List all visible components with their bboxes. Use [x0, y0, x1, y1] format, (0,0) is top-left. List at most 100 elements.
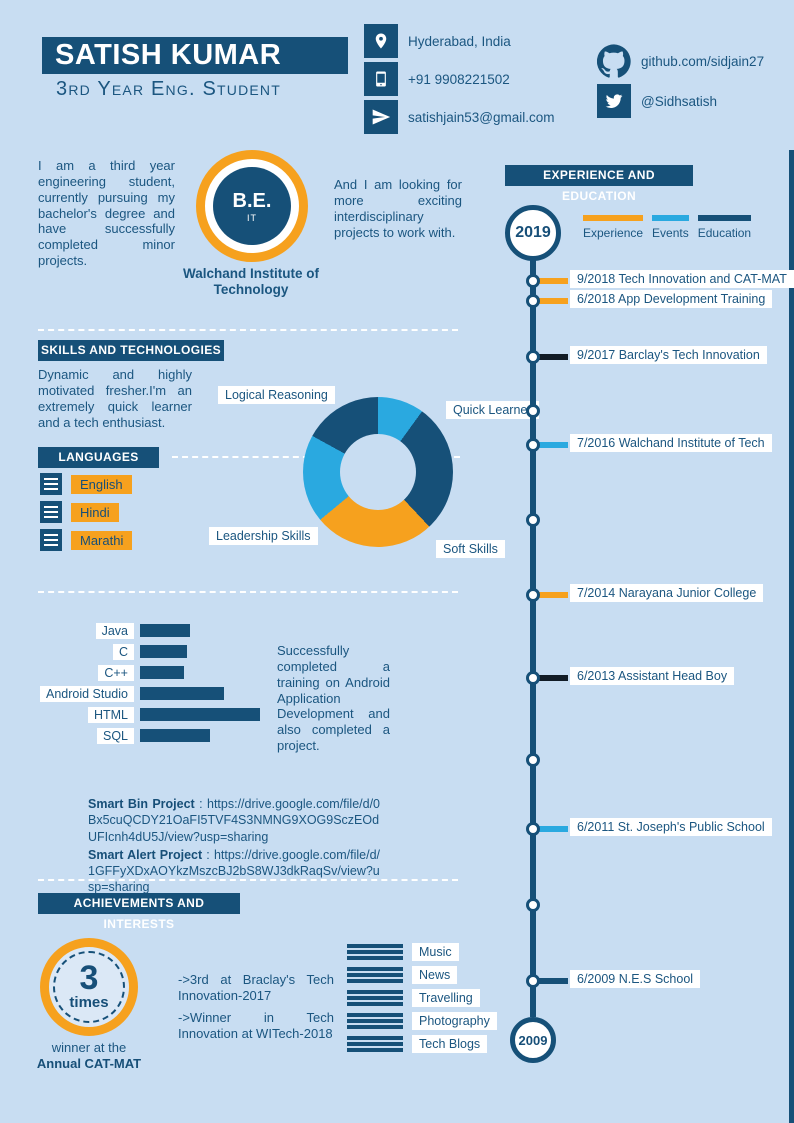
timeline-entry: 9/2017 Barclay's Tech Innovation: [570, 346, 767, 364]
timeline-tick: [537, 978, 568, 984]
timeline-start-year: 2019: [505, 205, 561, 261]
project-url[interactable]: https://drive.google.com/file/d/0Bx5cuQC…: [88, 797, 381, 844]
language-label: Marathi: [71, 530, 133, 550]
skill-bar: [140, 666, 184, 679]
timeline-tick: [537, 354, 568, 360]
contact-text: satishjain53@gmail.com: [408, 109, 555, 125]
degree-badge: B.E. IT: [196, 150, 308, 262]
timeline-tick: [537, 298, 568, 304]
skill-label-wrap: Android Studio: [38, 685, 134, 703]
timeline-entry: 6/2018 App Development Training: [570, 290, 773, 308]
legend-item: Experience: [583, 215, 644, 240]
interest-row: Travelling: [347, 989, 497, 1007]
interest-list: Music News Travelling Photography Tech Blogs: [347, 943, 497, 1059]
location-pin-icon: [364, 24, 398, 58]
interest-label: News: [412, 966, 458, 984]
skill-label-wrap: C++: [38, 664, 134, 682]
contact-text: Hyderabad, India: [408, 33, 511, 49]
skills-section-header: SKILLS AND TECHNOLOGIES: [38, 340, 224, 361]
interest-row: Music: [347, 943, 497, 961]
project-name: Smart Alert Project: [88, 847, 203, 862]
project-url[interactable]: https://drive.google.com/file/d/1GFFyXDx…: [88, 847, 380, 895]
degree-branch: IT: [247, 212, 257, 223]
timeline-node: [526, 294, 540, 308]
experience-section-header: EXPERIENCE AND EDUCATION: [505, 165, 693, 203]
achievement-badge-inner: 3 times: [53, 951, 125, 1023]
language-list: English Hindi Marathi: [40, 473, 133, 557]
subtitle: 3rd Year Eng. Student: [56, 78, 281, 100]
bars-icon: [347, 967, 403, 983]
legend-color-bar: [652, 215, 689, 221]
timeline-node: [526, 404, 540, 418]
skill-bar: [140, 729, 210, 742]
donut-label-logical-reasoning: Logical Reasoning: [218, 386, 335, 404]
legend-item: Events: [652, 215, 689, 240]
interest-row: Tech Blogs: [347, 1035, 497, 1053]
skill-label: Android Studio: [39, 685, 134, 702]
phone-icon: [364, 62, 398, 96]
skill-bar-row: HTML: [38, 706, 260, 723]
timeline-node: [526, 974, 540, 988]
timeline-tick: [537, 675, 568, 681]
skill-bar: [140, 708, 260, 721]
timeline-line: [530, 259, 536, 1017]
interest-label: Travelling: [412, 989, 480, 1007]
timeline-end-year: 2009: [510, 1017, 556, 1063]
skill-bar-row: C++: [38, 664, 260, 682]
achievement-items: ->3rd at Braclay's Tech Innovation-2017 …: [178, 972, 334, 1047]
language-row: English: [40, 473, 132, 495]
bars-icon: [347, 1013, 403, 1029]
project-name: Smart Bin Project: [88, 797, 195, 811]
skills-bar-chart: Java C C++ Android Studio HTML SQL: [38, 622, 260, 750]
timeline-tick: [537, 592, 568, 598]
skill-bar-row: Android Studio: [38, 685, 260, 703]
social-handle[interactable]: github.com/sidjain27: [641, 53, 765, 69]
contact-list: Hyderabad, India +91 9908221502 satishjain…: [364, 24, 555, 138]
skills-summary: Dynamic and highly motivated fresher.I'm…: [38, 367, 192, 430]
timeline-node: [526, 513, 540, 527]
language-label: English: [71, 474, 132, 494]
timeline-entry: 9/2018 Tech Innovation and CAT-MAT: [570, 270, 794, 288]
timeline-node: [526, 671, 540, 685]
skill-bar: [140, 687, 224, 700]
achievement-count: 3: [79, 959, 99, 998]
divider-dashed: [38, 329, 458, 331]
timeline-tick: [537, 442, 568, 448]
projects-list: Smart Bin Project : https://drive.google…: [88, 796, 380, 898]
timeline-node: [526, 438, 540, 452]
achievement-item: ->3rd at Braclay's Tech Innovation-2017: [178, 972, 334, 1003]
social-list: github.com/sidjain27 @Sidhsatish: [597, 44, 764, 124]
timeline-entry: 6/2011 St. Joseph's Public School: [570, 818, 772, 836]
achievement-caption-line1: winner at the: [51, 1040, 127, 1055]
interest-row: News: [347, 966, 497, 984]
skill-bar-row: SQL: [38, 727, 260, 744]
paper-plane-icon: [364, 100, 398, 134]
project-item: Smart Bin Project : https://drive.google…: [88, 797, 381, 844]
contact-text: +91 9908221502: [408, 71, 510, 87]
timeline-node: [526, 350, 540, 364]
timeline-entry: 7/2014 Narayana Junior College: [570, 584, 764, 602]
achievements-section-header: ACHIEVEMENTS AND INTERESTS: [38, 893, 240, 931]
skill-bar: [140, 624, 190, 637]
timeline-node: [526, 822, 540, 836]
timeline-node: [526, 274, 540, 288]
skill-bar-row: Java: [38, 622, 260, 639]
divider-dashed: [38, 591, 458, 593]
social-row: @Sidhsatish: [597, 84, 764, 118]
social-row: github.com/sidjain27: [597, 44, 764, 78]
skill-label: HTML: [87, 706, 134, 723]
social-handle[interactable]: @Sidhsatish: [641, 93, 717, 109]
interest-row: Photography: [347, 1012, 497, 1030]
timeline-tick: [537, 826, 568, 832]
legend-label: Events: [652, 226, 689, 240]
skill-label: SQL: [96, 727, 134, 744]
skill-label: C: [112, 643, 134, 660]
divider-dashed: [38, 879, 458, 881]
language-icon: [40, 501, 62, 523]
legend-item: Education: [697, 215, 752, 240]
skills-donut-chart: [303, 397, 453, 547]
language-label: Hindi: [71, 502, 119, 522]
bars-icon: [347, 990, 403, 1006]
